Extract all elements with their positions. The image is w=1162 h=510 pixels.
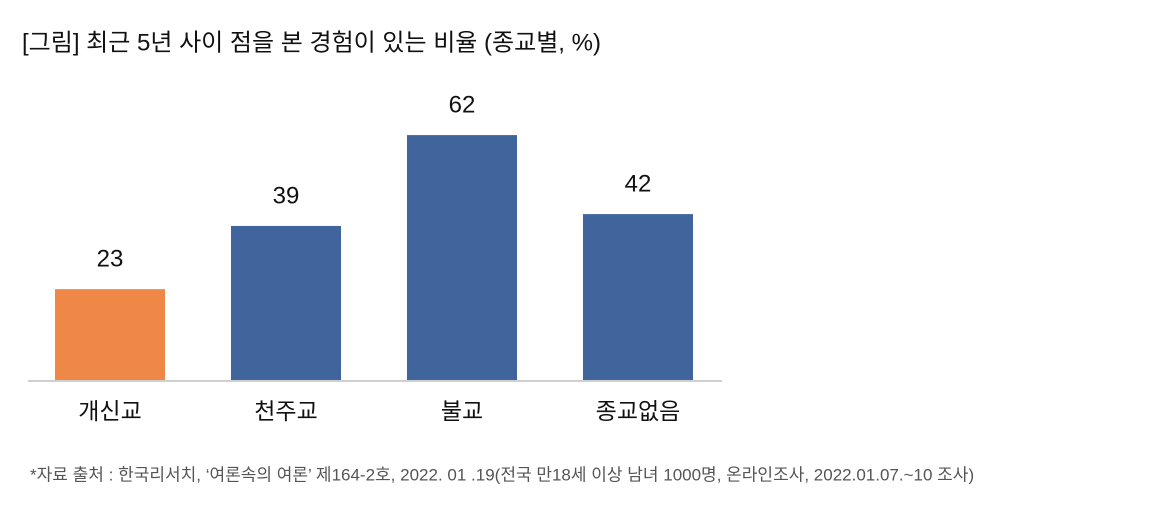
x-tick-label: 불교 xyxy=(441,398,483,424)
value-label: 42 xyxy=(625,170,652,197)
bar xyxy=(407,135,517,380)
x-tick-label: 종교없음 xyxy=(596,398,681,424)
value-label: 39 xyxy=(273,182,300,209)
value-label: 23 xyxy=(97,245,124,272)
x-tick-label: 천주교 xyxy=(254,398,317,424)
bar xyxy=(231,225,341,380)
value-label: 62 xyxy=(449,91,476,118)
x-tick-label: 개신교 xyxy=(78,398,141,424)
chart-title: [그림] 최근 5년 사이 점을 본 경험이 있는 비율 (종교별, %) xyxy=(22,29,601,56)
bar xyxy=(55,289,165,380)
source-note: *자료 출처 : 한국리서치, ‘여론속의 여론’ 제164-2호, 2022.… xyxy=(30,465,974,484)
bar xyxy=(583,214,693,380)
